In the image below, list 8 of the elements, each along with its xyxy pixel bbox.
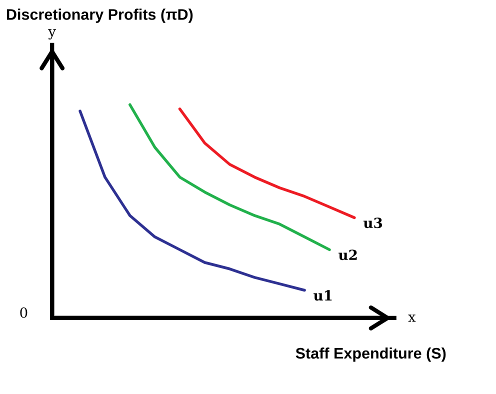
text: 0 — [20, 307, 28, 318]
series-label: u1 — [314, 290, 332, 301]
text: Discretionary Profits (πD) — [6, 8, 193, 23]
text: y — [48, 29, 56, 40]
text: x — [408, 314, 416, 322]
x-axis-title: Staff Expenditure (S) — [296, 347, 446, 362]
series-label: u3 — [363, 218, 382, 228]
series-label: u2 — [338, 250, 357, 260]
